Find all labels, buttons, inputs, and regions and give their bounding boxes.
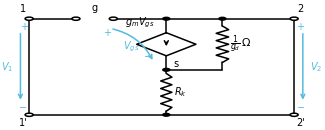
Text: +: + <box>103 28 111 38</box>
Text: $\frac{1}{g_d}\,\Omega$: $\frac{1}{g_d}\,\Omega$ <box>230 33 252 56</box>
Text: 1': 1' <box>19 118 27 128</box>
Circle shape <box>109 17 117 20</box>
Text: $-$: $-$ <box>19 101 28 111</box>
Circle shape <box>290 113 298 116</box>
Text: 2: 2 <box>297 4 304 14</box>
Circle shape <box>219 17 226 20</box>
Text: +: + <box>20 22 28 32</box>
Circle shape <box>290 17 298 20</box>
Circle shape <box>25 113 33 116</box>
Text: $-$: $-$ <box>296 101 305 111</box>
Text: $V_2$: $V_2$ <box>310 60 322 74</box>
Text: $-$: $-$ <box>143 50 152 60</box>
Circle shape <box>72 17 80 20</box>
Text: $R_k$: $R_k$ <box>174 85 187 99</box>
Text: $V_1$: $V_1$ <box>1 60 14 74</box>
Text: $g_mV_{gs}$: $g_mV_{gs}$ <box>125 16 155 30</box>
Circle shape <box>163 113 170 116</box>
Circle shape <box>163 69 170 71</box>
Text: +: + <box>296 22 304 32</box>
Text: 2': 2' <box>296 118 305 128</box>
Text: 1: 1 <box>20 4 26 14</box>
Circle shape <box>25 17 33 20</box>
Text: $V_{gs}$: $V_{gs}$ <box>123 40 139 54</box>
Text: s: s <box>173 59 178 69</box>
Circle shape <box>163 17 170 20</box>
Text: g: g <box>92 3 98 13</box>
